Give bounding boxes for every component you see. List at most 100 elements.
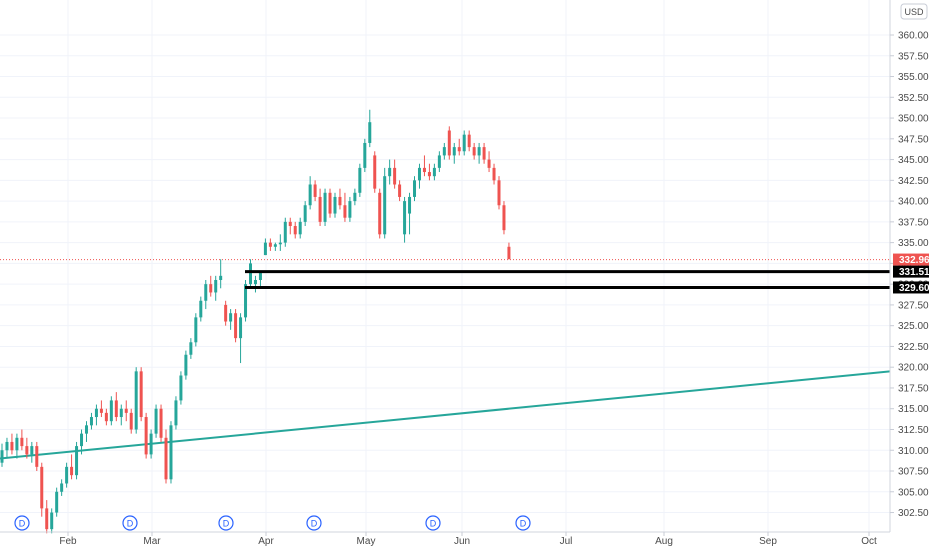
candle-body — [457, 147, 461, 152]
candle — [482, 142, 486, 164]
candle — [174, 396, 178, 430]
candle — [492, 163, 496, 185]
candle-body — [25, 446, 29, 455]
candle-body — [134, 371, 138, 430]
dividend-marker-circle — [218, 515, 234, 531]
candle — [278, 234, 282, 251]
dividend-marker[interactable]: D — [306, 515, 322, 531]
candle-body — [119, 408, 123, 418]
candle — [477, 142, 481, 164]
candle-body — [5, 441, 9, 451]
candle-body — [249, 263, 252, 285]
time-axis[interactable]: Feb Mar Apr May Jun Jul Aug Sep Oct — [0, 531, 890, 547]
candle-body — [224, 304, 228, 322]
candle-body — [0, 450, 4, 463]
candle — [249, 259, 252, 289]
candle — [159, 404, 163, 442]
dividend-marker-circle — [306, 515, 322, 531]
candle-body — [492, 167, 496, 181]
candle-body — [472, 147, 476, 156]
candle — [462, 130, 466, 156]
horizontal-levels[interactable] — [245, 270, 890, 289]
dividend-marker[interactable]: D — [425, 515, 441, 531]
candle-body — [253, 279, 257, 285]
candle-body — [427, 172, 431, 177]
candle — [383, 167, 387, 239]
candle — [323, 188, 327, 227]
candle — [472, 142, 476, 160]
currency-badge[interactable]: USD — [900, 3, 928, 20]
candle-body — [437, 155, 441, 168]
dividend-marker-circle — [425, 515, 441, 531]
candle-body — [268, 242, 272, 247]
dividend-marker[interactable]: D — [515, 515, 531, 531]
candle-body — [164, 437, 168, 480]
price-tick-label: 350.00 — [898, 114, 929, 125]
candle-body — [422, 167, 426, 173]
trendline[interactable] — [0, 370, 891, 460]
current-price-tag-text: 332.96 — [899, 255, 930, 266]
level-tag-bg — [893, 265, 929, 278]
dividend-marker[interactable]: D — [14, 515, 30, 531]
candle-body — [184, 354, 188, 376]
candle-body — [124, 408, 128, 413]
candle — [413, 176, 417, 202]
candle-body — [65, 466, 69, 484]
candle-body — [353, 192, 357, 202]
candle — [408, 192, 412, 235]
candle — [432, 163, 436, 181]
candle-body — [229, 313, 233, 322]
candle — [104, 408, 108, 426]
candle — [179, 371, 183, 405]
month-label: Feb — [59, 536, 77, 547]
candle — [144, 412, 148, 459]
price-tick-label: 355.00 — [898, 72, 929, 83]
candle — [224, 300, 228, 326]
candle-body — [60, 483, 64, 492]
candle-body — [189, 342, 193, 355]
candle — [80, 429, 84, 455]
candle-body — [89, 417, 93, 426]
candle — [70, 454, 74, 480]
candle-body — [318, 196, 322, 222]
candle-body — [45, 508, 49, 530]
candle — [20, 429, 24, 451]
candle — [139, 367, 143, 422]
candle-body — [84, 425, 88, 434]
dividend-marker[interactable]: D — [122, 515, 138, 531]
price-tick-label: 315.00 — [898, 404, 929, 415]
trendline-segment[interactable] — [0, 370, 891, 460]
candle — [169, 421, 173, 484]
candle-body — [129, 412, 133, 430]
candle-body — [383, 176, 387, 235]
candle — [308, 176, 312, 210]
candle-body — [293, 226, 297, 235]
candle-body — [328, 192, 332, 214]
candle-body — [487, 159, 491, 168]
price-tick-label: 307.50 — [898, 467, 929, 478]
dividend-marker[interactable]: D — [218, 515, 234, 531]
price-tick-label: 345.00 — [898, 155, 929, 166]
candle-body — [477, 147, 481, 156]
candle-body — [169, 425, 173, 480]
candle — [5, 437, 9, 459]
candle-body — [452, 147, 456, 156]
candle — [209, 275, 213, 297]
candle — [55, 487, 59, 517]
candle — [204, 279, 208, 310]
candle-body — [179, 375, 183, 401]
dividend-marker-label: D — [430, 519, 437, 529]
candle — [393, 159, 397, 189]
candle-body — [447, 130, 451, 156]
candle-body — [15, 437, 19, 451]
candle-body — [109, 400, 113, 422]
candle — [15, 433, 19, 459]
candle-body — [467, 134, 471, 148]
candle-body — [209, 284, 213, 293]
candle — [0, 443, 4, 467]
candle — [263, 238, 267, 256]
